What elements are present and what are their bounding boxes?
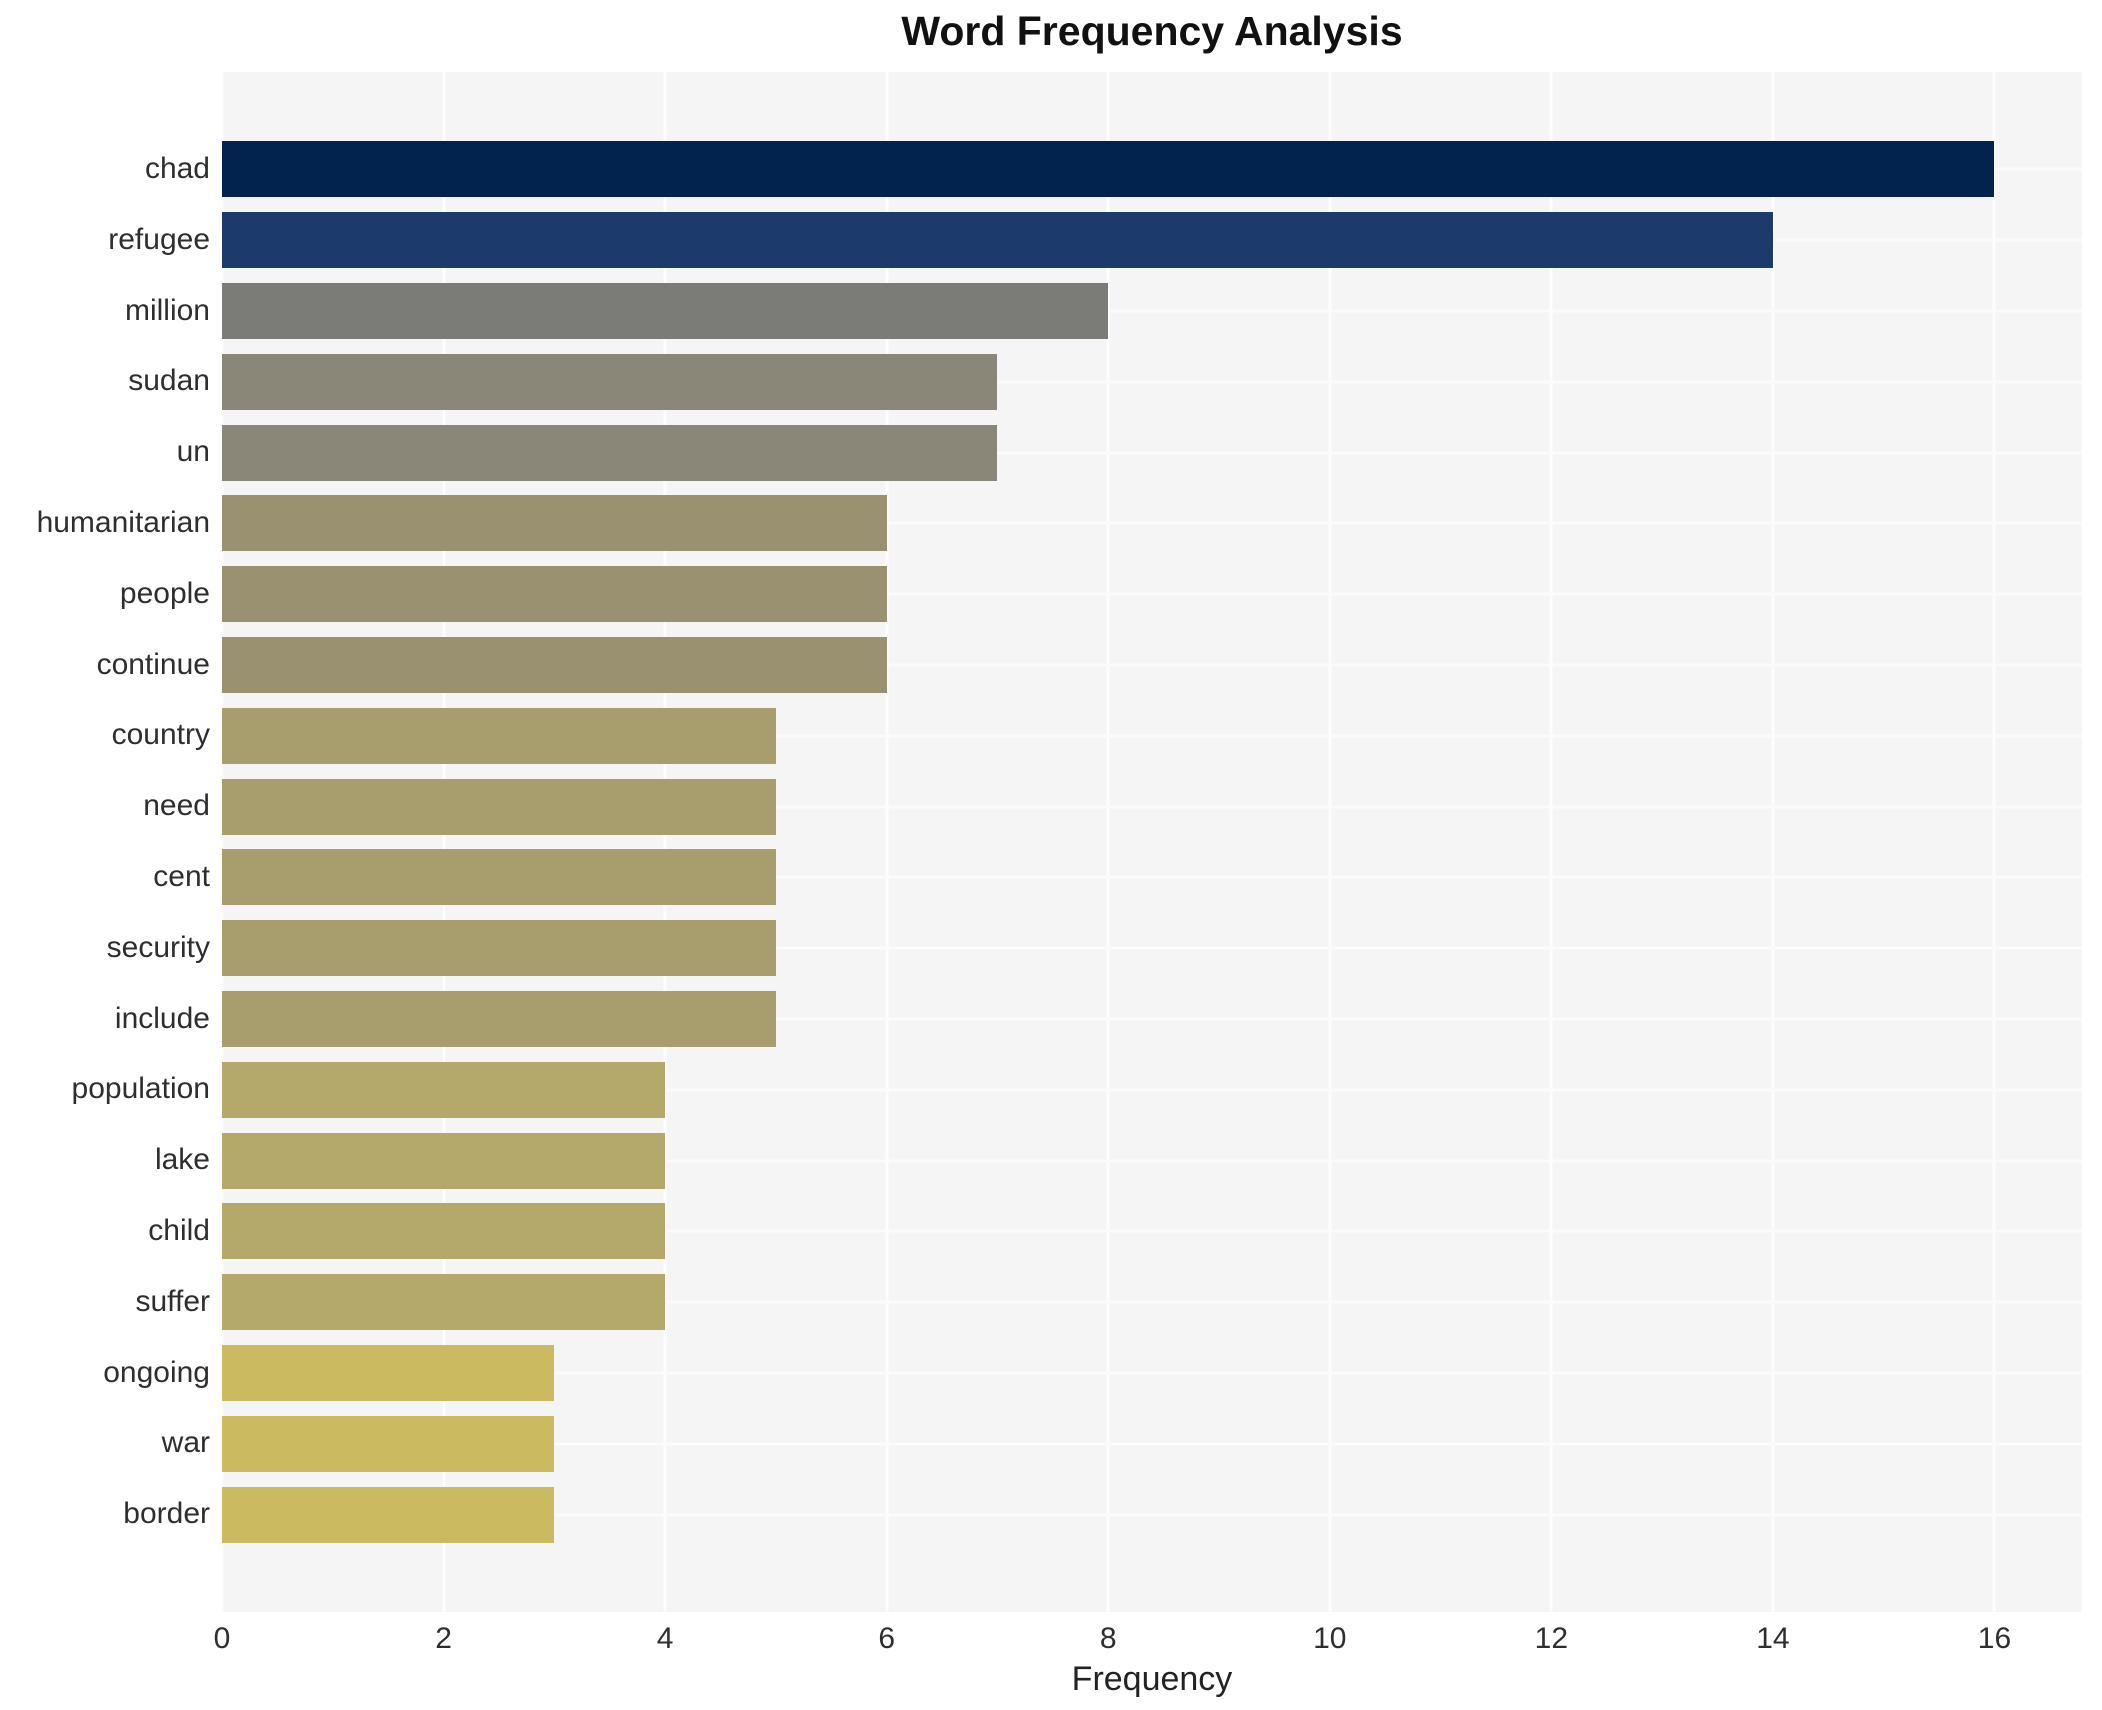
gridline-y-million <box>222 309 2082 313</box>
gridline-y-suffer <box>222 1300 2082 1304</box>
gridline-x-2 <box>442 72 446 1612</box>
bar-continue <box>222 637 887 693</box>
bar-sudan <box>222 353 998 410</box>
gridline-y-security <box>222 946 2082 950</box>
gridline-y-war <box>222 1442 2082 1446</box>
x-tick-label-10: 10 <box>1313 1622 1347 1655</box>
bar-lake <box>222 1132 666 1189</box>
bar-need <box>222 778 776 835</box>
y-tick-label-war: war <box>161 1426 210 1460</box>
gridline-x-10 <box>1328 72 1332 1612</box>
x-tick-label-2: 2 <box>435 1622 452 1655</box>
bar-un <box>222 424 998 481</box>
x-tick-label-8: 8 <box>1099 1622 1117 1655</box>
gridline-x-12 <box>1549 72 1553 1612</box>
y-tick-label-suffer: suffer <box>135 1284 211 1318</box>
y-tick-label-ongoing: ongoing <box>103 1355 210 1389</box>
gridline-x-14 <box>1771 72 1775 1612</box>
bar-million <box>222 283 1109 339</box>
bar-suffer <box>222 1274 666 1331</box>
y-tick-label-chad: chad <box>144 152 210 185</box>
y-tick-label-cent: cent <box>153 860 210 893</box>
y-tick-label-sudan: sudan <box>128 364 210 398</box>
chart-title: Word Frequency Analysis <box>901 8 1403 54</box>
gridline-y-border <box>222 1513 2082 1517</box>
bar-war <box>222 1415 555 1472</box>
bar-border <box>222 1486 555 1543</box>
gridline-y-need <box>222 805 2082 809</box>
bar-humanitarian <box>222 495 887 552</box>
bar-cent <box>222 849 776 906</box>
gridline-y-un <box>222 451 2082 455</box>
bar-chad <box>222 141 1995 198</box>
x-tick-label-12: 12 <box>1534 1622 1569 1655</box>
gridline-y-country <box>222 734 2082 738</box>
y-tick-label-un: un <box>176 435 210 469</box>
bar-country <box>222 707 776 764</box>
gridline-y-child <box>222 1229 2082 1233</box>
gridline-x-16 <box>1992 72 1996 1612</box>
gridline-y-lake <box>222 1159 2082 1163</box>
x-tick-label-4: 4 <box>656 1622 674 1655</box>
gridline-y-people <box>222 592 2082 596</box>
bar-child <box>222 1203 666 1260</box>
bar-people <box>222 566 887 623</box>
y-tick-label-refugee: refugee <box>108 222 210 256</box>
bar-population <box>222 1061 666 1118</box>
gridline-y-population <box>222 1088 2082 1092</box>
gridline-y-humanitarian <box>222 521 2082 525</box>
y-tick-label-population: population <box>71 1072 210 1106</box>
gridline-y-include <box>222 1017 2082 1021</box>
y-axis-labels: chad refugee million sudan un humanitarian peo… <box>0 72 210 1612</box>
gridline-y-continue <box>222 663 2082 667</box>
y-tick-label-need: need <box>143 789 210 823</box>
gridline-x-4 <box>663 72 667 1612</box>
y-tick-label-security: security <box>106 930 210 964</box>
x-tick-label-16: 16 <box>1977 1622 2012 1655</box>
y-tick-label-border: border <box>123 1497 210 1531</box>
y-tick-label-lake: lake <box>154 1143 210 1177</box>
y-tick-label-country: country <box>111 718 210 752</box>
gridline-x-0 <box>222 72 224 1612</box>
y-tick-label-continue: continue <box>96 647 210 681</box>
y-tick-label-million: million <box>124 293 210 327</box>
plot-area <box>222 72 2082 1612</box>
bar-include <box>222 991 776 1047</box>
y-tick-label-people: people <box>119 576 210 610</box>
x-axis-ticks: 0 2 4 6 8 10 12 14 16 <box>214 1622 2082 1662</box>
x-tick-label-6: 6 <box>878 1622 896 1655</box>
bar-refugee <box>222 212 1773 269</box>
gridline-x-8 <box>1106 72 1110 1612</box>
x-axis-label: Frequency <box>1071 1660 1233 1698</box>
y-tick-label-humanitarian: humanitarian <box>36 506 210 539</box>
gridline-y-ongoing <box>222 1371 2082 1375</box>
x-tick-label-14: 14 <box>1756 1622 1790 1655</box>
y-tick-label-child: child <box>148 1214 210 1247</box>
bar-security <box>222 920 776 977</box>
gridline-y-cent <box>222 875 2082 879</box>
x-tick-label-0: 0 <box>213 1622 231 1655</box>
y-tick-label-include: include <box>114 1001 210 1035</box>
bar-ongoing <box>222 1345 555 1401</box>
gridline-y-sudan <box>222 380 2082 384</box>
gridline-x-6 <box>885 72 889 1612</box>
